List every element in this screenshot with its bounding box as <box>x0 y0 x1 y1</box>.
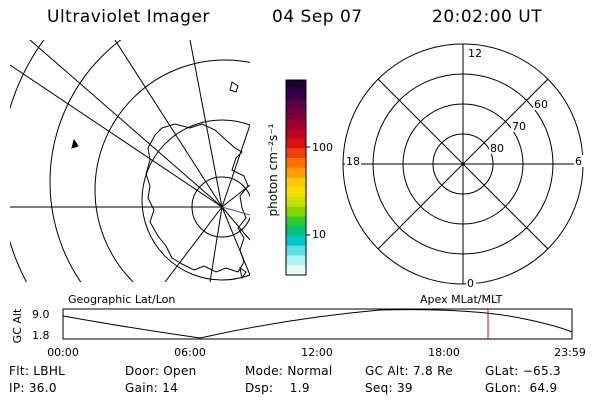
colorbar <box>285 79 310 276</box>
x-tick-0000: 00:00 <box>47 346 79 359</box>
terminator-line <box>221 206 250 216</box>
meridian-line <box>221 206 250 241</box>
colorbar-segment <box>286 187 306 198</box>
info-glat: GLat: −65.3 <box>485 364 561 378</box>
info-ip: IP: 36.0 <box>9 381 57 395</box>
meridian-line <box>164 206 223 282</box>
meridian-line <box>221 124 250 208</box>
colorbar-segment <box>286 89 306 100</box>
meridian-line <box>189 40 223 208</box>
colorbar-tick-100: 100 <box>312 141 333 154</box>
colorbar-segment <box>286 119 306 130</box>
info-gc-alt: GC Alt: 7.8 Re <box>365 364 453 378</box>
colorbar-segment <box>286 148 306 159</box>
colorbar-segment <box>286 255 306 266</box>
colorbar-segment <box>286 236 306 247</box>
mlt-label-12: 12 <box>468 47 482 60</box>
mlt-label-18: 18 <box>346 155 360 168</box>
meridian-line <box>114 40 223 208</box>
lat-circle <box>141 119 250 281</box>
colorbar-segment <box>286 158 306 169</box>
colorbar-segment <box>286 167 306 178</box>
colorbar-segment <box>286 80 306 91</box>
info-seq: Seq: 39 <box>365 381 413 395</box>
info-flt: Flt: LBHL <box>9 364 66 378</box>
info-door: Door: Open <box>125 364 197 378</box>
info-glon: GLon: 64.9 <box>485 381 558 395</box>
meridian-line <box>10 64 223 208</box>
island-coast <box>229 81 239 93</box>
instrument-title: Ultraviolet Imager <box>47 7 210 27</box>
geo-label: Geographic Lat/Lon <box>68 293 175 306</box>
coastline <box>145 123 249 273</box>
mlt-label-0: 0 <box>467 277 474 290</box>
colorbar-frame <box>285 79 307 276</box>
info-dsp: Dsp: 1.9 <box>245 381 310 395</box>
title-bar: Ultraviolet Imager 04 Sep 07 20:02:00 UT <box>0 0 600 32</box>
time-label: 20:02:00 UT <box>432 7 543 27</box>
mlt-label-6: 6 <box>575 155 582 168</box>
info-gain: Gain: 14 <box>125 381 179 395</box>
info-mode: Mode: Normal <box>245 364 333 378</box>
colorbar-segment <box>286 99 306 110</box>
colorbar-segment <box>286 216 306 227</box>
x-tick-2359: 23:59 <box>554 346 586 359</box>
polar-grid <box>342 43 584 285</box>
alt-ylabel: GC Alt <box>11 308 24 343</box>
island-coast <box>71 138 79 149</box>
altitude-curve <box>62 309 573 339</box>
colorbar-segment <box>286 245 306 256</box>
apex-label: Apex MLat/MLT <box>420 293 503 306</box>
colorbar-segment <box>286 206 306 217</box>
lat-label-60: 60 <box>534 98 548 111</box>
x-tick-0600: 06:00 <box>174 346 206 359</box>
colorbar-segment <box>286 177 306 188</box>
x-tick-1800: 18:00 <box>428 346 460 359</box>
lat-label-80: 80 <box>490 142 504 155</box>
x-tick-1200: 12:00 <box>301 346 333 359</box>
colorbar-segment <box>286 109 306 120</box>
date-label: 04 Sep 07 <box>272 7 363 27</box>
colorbar-segment <box>286 128 306 139</box>
lat-label-70: 70 <box>512 120 526 133</box>
polar-diagonal <box>377 78 549 250</box>
colorbar-tick-10: 10 <box>312 228 326 241</box>
island-coast <box>239 266 247 280</box>
colorbar-segment <box>286 265 306 276</box>
colorbar-segment <box>286 197 306 208</box>
altitude-plot-frame <box>62 308 573 340</box>
colorbar-segment <box>286 138 306 149</box>
meridian-line <box>221 206 250 276</box>
alt-ytick-low: 1.8 <box>32 329 50 342</box>
alt-ytick-high: 9.0 <box>32 308 50 321</box>
colorbar-segment <box>286 226 306 237</box>
colorbar-unit-label: photon cm⁻²s⁻¹ <box>266 123 280 216</box>
lat-circle <box>94 59 250 282</box>
lat-circle <box>49 40 122 282</box>
meridian-line <box>29 40 223 208</box>
